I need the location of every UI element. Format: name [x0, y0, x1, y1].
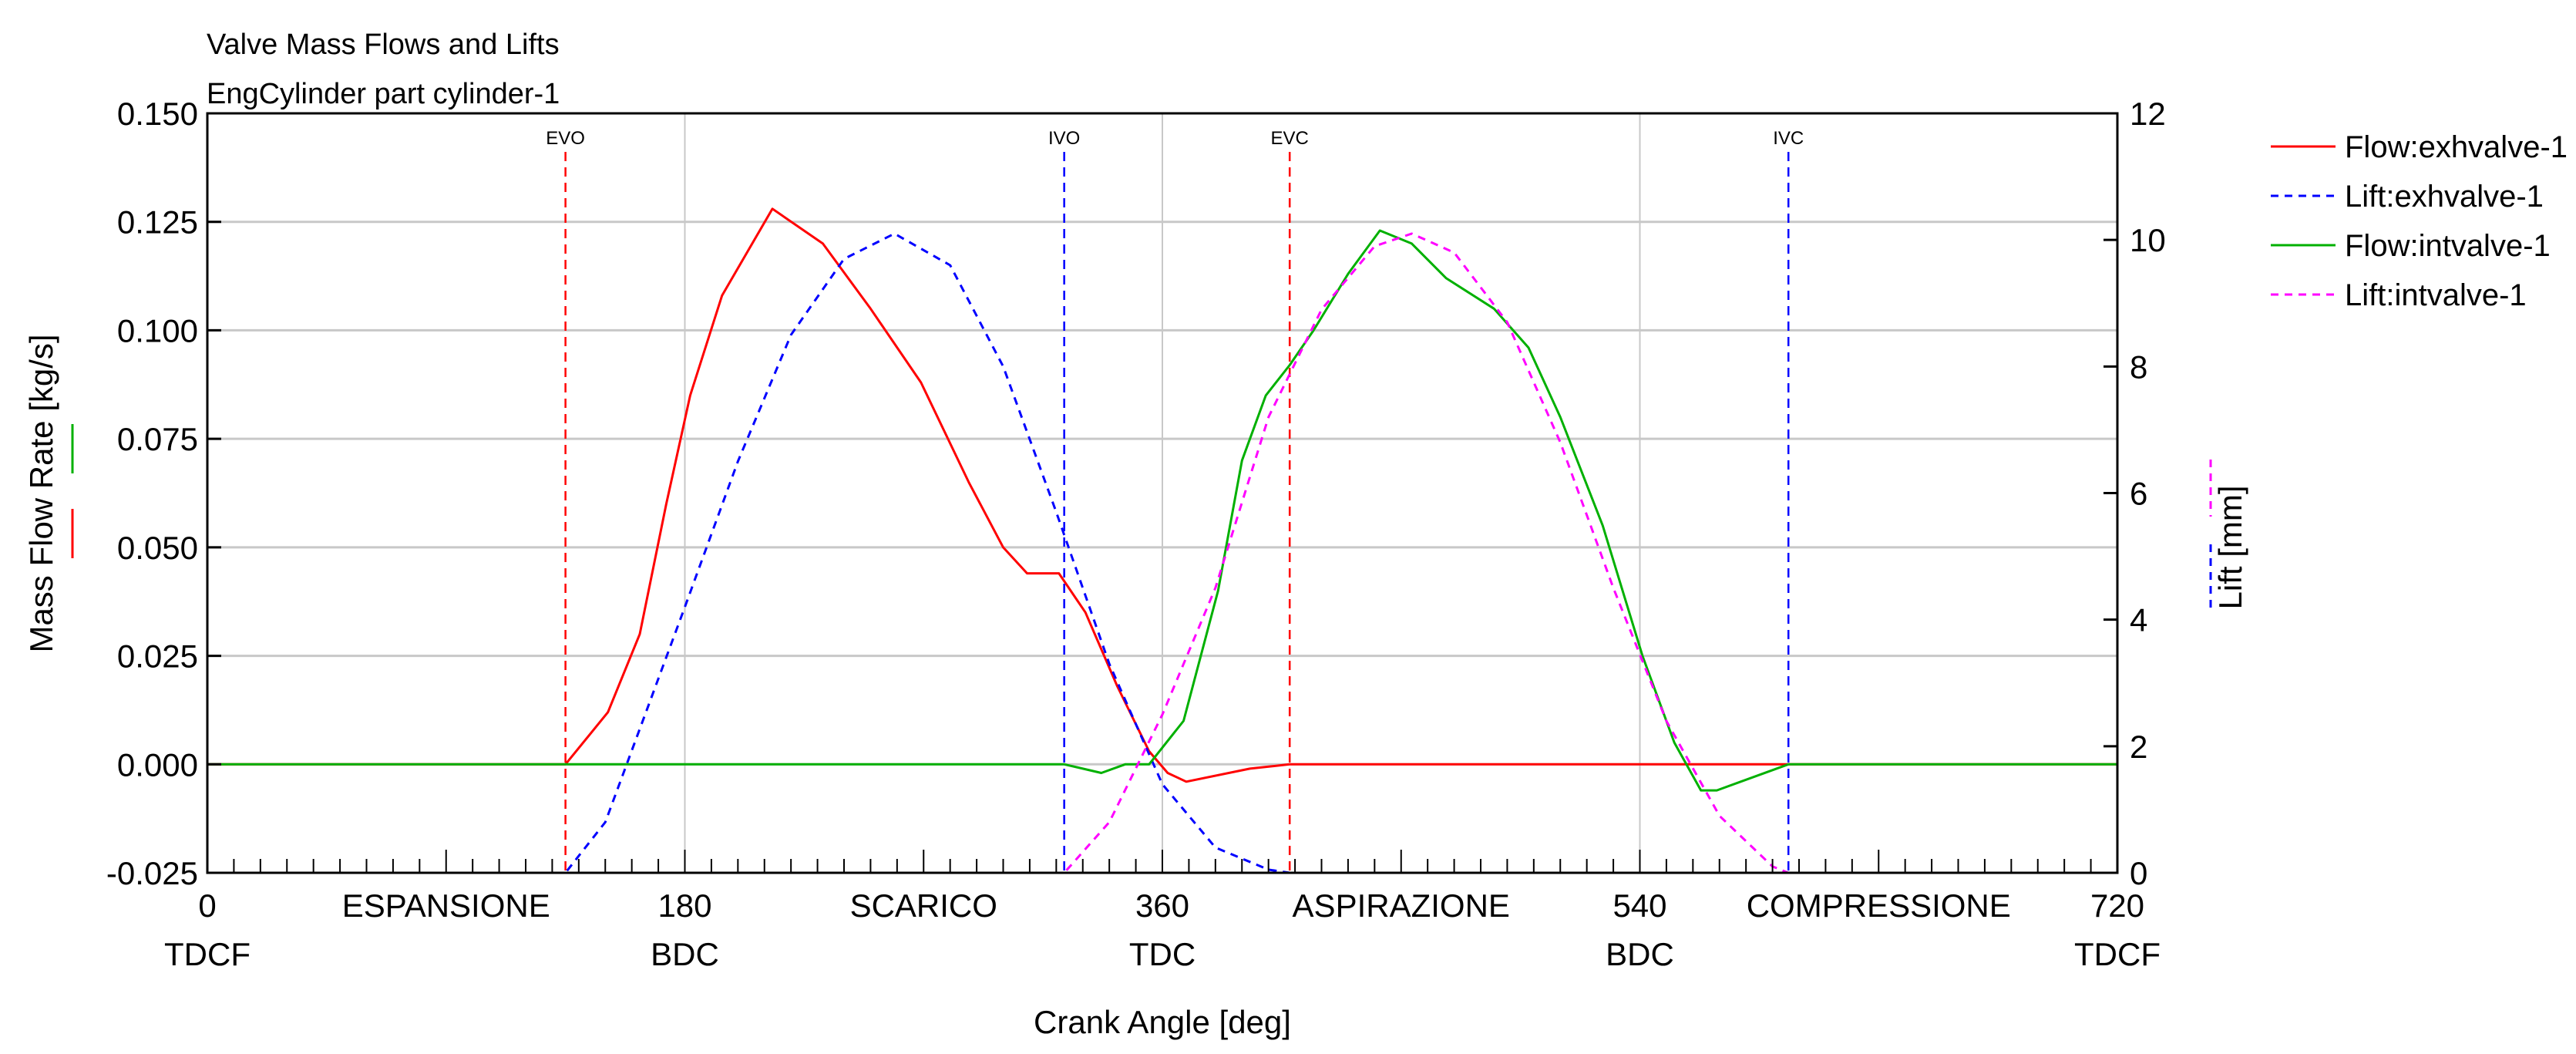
legend-label: Flow:exhvalve-1: [2345, 130, 2568, 164]
chart-subtitle: EngCylinder part cylinder-1: [207, 78, 560, 110]
event-marker-label-evo: EVO: [546, 128, 585, 149]
axes: 0.150 0.125 0.100 0.075 0.050 0.025 0.000 -0.02…: [106, 96, 2166, 972]
series-group: [207, 207, 2117, 874]
y2-tick-label: 10: [2130, 222, 2166, 258]
series-line-Flow-intvalve-1: [207, 229, 2117, 792]
phase-label-aspirazione: ASPIRAZIONE: [1293, 887, 1510, 924]
legend-label: Lift:exhvalve-1: [2345, 180, 2544, 214]
event-marker-label-evc: EVC: [1271, 128, 1309, 149]
y2-axis-label: Lift [mm]: [2212, 485, 2248, 609]
series-line-Flow-exhvalve-1: [207, 207, 2117, 783]
x-tick-sublabel: TDCF: [164, 936, 251, 972]
y2-tick-label: 6: [2130, 476, 2147, 512]
event-markers: EVO IVO EVC IVC: [546, 128, 1804, 873]
event-marker-label-ivo: IVO: [1048, 128, 1080, 149]
legend: Flow:exhvalve-1 Lift:exhvalve-1 Flow:intva…: [2271, 130, 2568, 312]
y-tick-label: 0.050: [117, 530, 198, 566]
y-tick-label: 0.025: [117, 638, 198, 675]
x-tick-sublabel: TDC: [1129, 936, 1196, 972]
x-axis-label: Crank Angle [deg]: [1034, 1004, 1291, 1040]
legend-label: Flow:intvalve-1: [2345, 229, 2551, 263]
x-tick-label: 360: [1135, 887, 1189, 924]
y2-tick-label: 0: [2130, 855, 2147, 891]
y-tick-label: -0.025: [106, 855, 198, 891]
y-tick-label: 0.100: [117, 312, 198, 349]
y2-tick-label: 4: [2130, 602, 2147, 638]
x-tick-label: 720: [2090, 887, 2144, 924]
legend-label: Lift:intvalve-1: [2345, 278, 2527, 312]
y-tick-label: 0.150: [117, 96, 198, 132]
series-line-Lift-intvalve-1: [207, 232, 2117, 874]
x-tick-label: 540: [1613, 887, 1666, 924]
y2-tick-label: 2: [2130, 729, 2147, 765]
y-tick-label: 0.125: [117, 204, 198, 241]
phase-label-compressione: COMPRESSIONE: [1747, 887, 2011, 924]
y2-tick-label: 8: [2130, 349, 2147, 385]
x-tick-sublabel: BDC: [1606, 936, 1674, 972]
x-tick-sublabel: TDCF: [2074, 936, 2161, 972]
x-tick-sublabel: BDC: [651, 936, 719, 972]
series-line-Lift-exhvalve-1: [207, 232, 2117, 874]
chart-title: Valve Mass Flows and Lifts: [207, 29, 560, 61]
x-tick-label: 180: [657, 887, 711, 924]
x-tick-label: 0: [198, 887, 216, 924]
phase-label-scarico: SCARICO: [850, 887, 997, 924]
y-axis-label: Mass Flow Rate [kg/s]: [23, 334, 59, 652]
phase-label-espansione: ESPANSIONE: [342, 887, 550, 924]
event-marker-label-ivc: IVC: [1773, 128, 1804, 149]
y-tick-label: 0.075: [117, 421, 198, 457]
y2-tick-label: 12: [2130, 96, 2166, 132]
y-tick-label: 0.000: [117, 746, 198, 783]
grid: [207, 113, 2117, 873]
